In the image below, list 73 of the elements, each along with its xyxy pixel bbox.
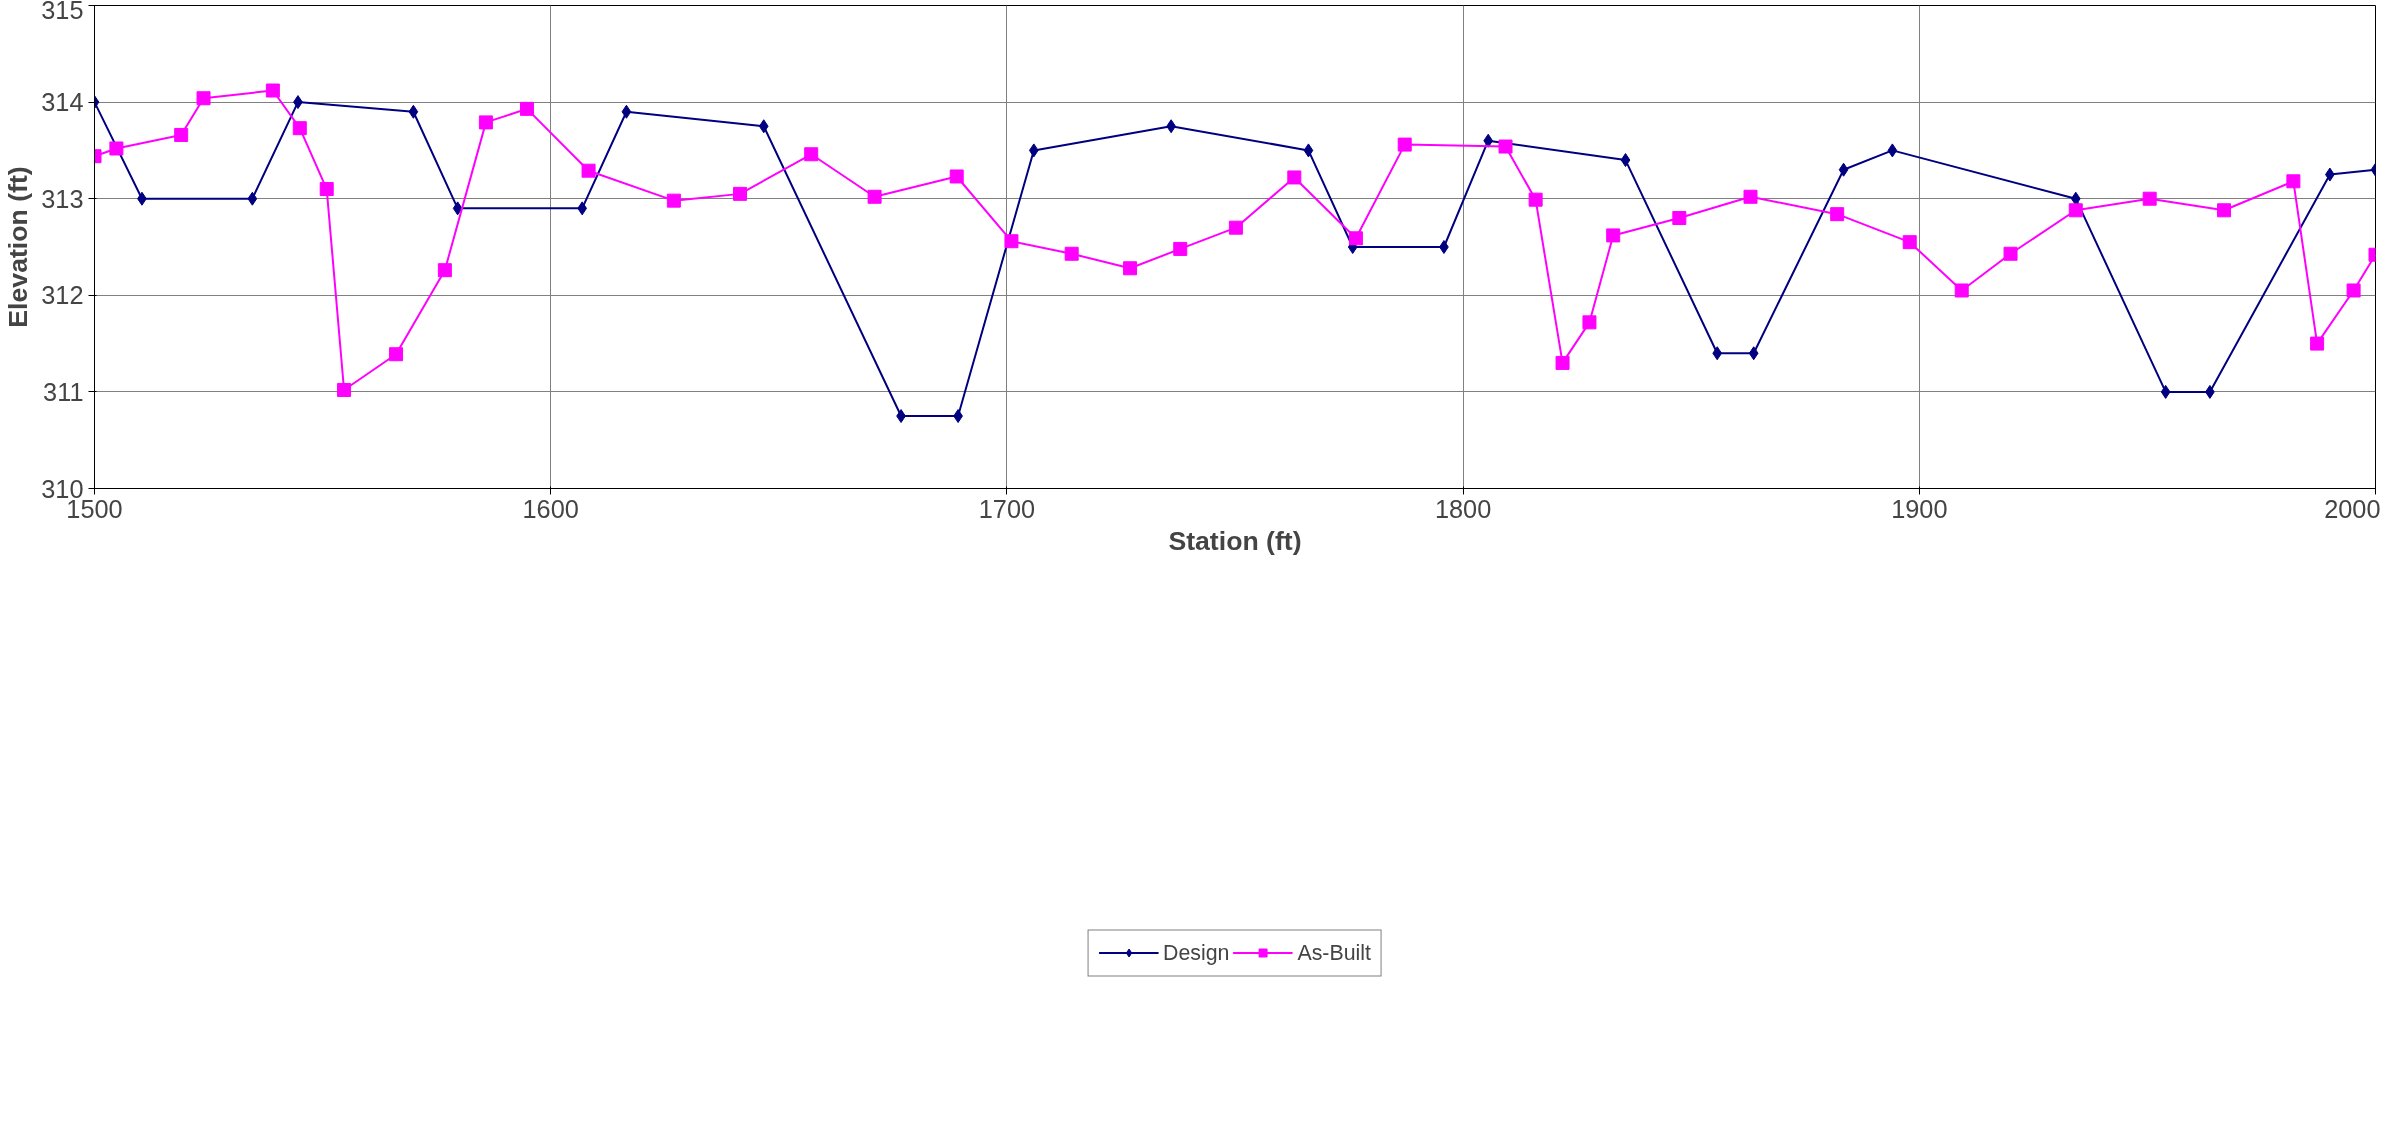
point xyxy=(337,382,352,397)
point xyxy=(1004,234,1019,249)
point xyxy=(109,141,124,156)
point xyxy=(758,119,769,134)
point xyxy=(1838,162,1849,177)
point xyxy=(1173,241,1188,256)
point xyxy=(319,182,334,197)
point xyxy=(2346,283,2361,298)
point xyxy=(2003,246,2018,261)
point xyxy=(1672,211,1687,226)
point xyxy=(2310,336,2325,351)
point xyxy=(437,263,452,278)
y-tick-label: 311 xyxy=(43,377,84,406)
point xyxy=(1028,143,1039,158)
point xyxy=(408,104,419,119)
legend-label: Design xyxy=(1163,940,1230,966)
point xyxy=(949,169,964,184)
legend-label: As-Built xyxy=(1297,940,1371,966)
point xyxy=(733,186,748,201)
point xyxy=(478,115,493,130)
point xyxy=(1606,228,1621,243)
point xyxy=(1582,315,1597,330)
point xyxy=(1123,261,1138,276)
point xyxy=(1498,139,1513,154)
point xyxy=(452,201,463,216)
point xyxy=(389,347,404,362)
point xyxy=(1483,133,1494,148)
point xyxy=(1954,283,1969,298)
point xyxy=(265,83,280,98)
y-tick-label: 312 xyxy=(41,281,84,310)
x-tick-label: 1700 xyxy=(978,494,1036,523)
point xyxy=(247,191,258,206)
point xyxy=(1287,170,1302,185)
x-tick-label: 1600 xyxy=(522,494,579,523)
point xyxy=(2217,203,2232,218)
point xyxy=(621,104,632,119)
point xyxy=(1830,207,1845,222)
x-axis-title: Station (ft) xyxy=(1168,525,1302,556)
point xyxy=(1902,235,1917,250)
point xyxy=(2142,191,2157,206)
point xyxy=(1064,246,1079,261)
point xyxy=(1439,240,1449,254)
point xyxy=(1712,346,1723,361)
point xyxy=(1228,220,1243,235)
x-tick-label: 2000 xyxy=(2324,494,2381,523)
point xyxy=(1743,189,1758,204)
point xyxy=(1887,143,1898,158)
point xyxy=(1528,192,1543,207)
point xyxy=(804,147,819,162)
point xyxy=(2068,203,2083,218)
point xyxy=(2070,191,2081,206)
point xyxy=(292,121,307,136)
point xyxy=(196,91,211,106)
x-tick-label: 1900 xyxy=(1891,494,1948,523)
point xyxy=(2160,384,2171,399)
point xyxy=(1397,137,1412,152)
point xyxy=(174,127,189,142)
y-tick-label: 313 xyxy=(41,184,84,213)
point xyxy=(1348,231,1363,246)
point xyxy=(519,101,534,116)
y-tick-label: 314 xyxy=(41,88,84,117)
point xyxy=(666,193,681,208)
point xyxy=(2286,174,2301,189)
point xyxy=(867,189,882,204)
point xyxy=(1555,355,1570,370)
y-axis-title: Elevation (ft) xyxy=(3,166,34,328)
y-tick-label: 315 xyxy=(41,0,84,24)
point xyxy=(581,163,596,178)
point xyxy=(1303,143,1314,158)
point xyxy=(1748,346,1759,361)
x-tick-label: 1800 xyxy=(1434,494,1492,523)
point xyxy=(1620,153,1631,168)
point xyxy=(577,201,588,216)
